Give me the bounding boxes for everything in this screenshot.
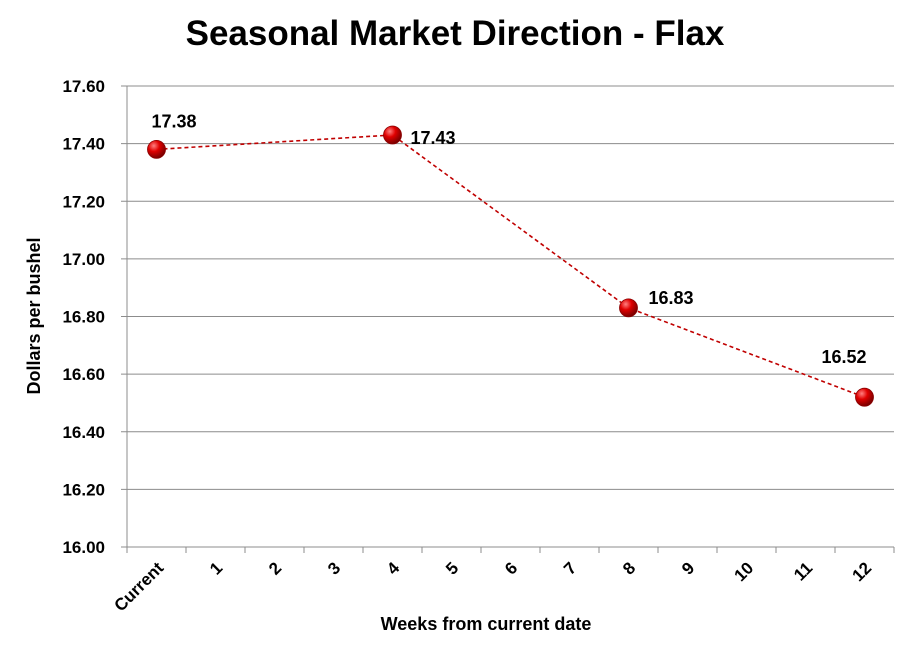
data-label: 16.52 xyxy=(822,347,867,367)
x-tick-label: 1 xyxy=(206,558,226,578)
markers xyxy=(147,125,874,407)
x-tick-label: 12 xyxy=(849,558,876,585)
y-tick-label: 16.60 xyxy=(62,365,105,384)
y-tick-label: 17.00 xyxy=(62,250,105,269)
y-tick-label: 17.60 xyxy=(62,77,105,96)
x-tick-labels: Current 1 2 3 4 5 6 7 8 9 10 11 12 xyxy=(110,558,875,615)
data-point-marker xyxy=(619,298,638,318)
y-tick-label: 17.20 xyxy=(62,192,105,211)
data-point-marker xyxy=(383,125,402,145)
series-line-layer xyxy=(156,134,865,398)
x-tick-label: 8 xyxy=(619,558,639,578)
y-tick-label: 16.20 xyxy=(62,480,105,499)
data-label: 17.38 xyxy=(152,111,197,131)
x-tick-label: 6 xyxy=(501,558,521,578)
x-tick-label: 10 xyxy=(731,558,758,585)
x-tick-label: 9 xyxy=(678,558,698,578)
x-tick-label: Current xyxy=(110,558,167,615)
chart-title: Seasonal Market Direction - Flax xyxy=(185,14,725,53)
axes xyxy=(121,85,895,553)
x-axis-label: Weeks from current date xyxy=(381,614,592,634)
x-tick-label: 5 xyxy=(442,558,462,578)
x-tick-label: 2 xyxy=(265,558,285,578)
gridlines xyxy=(127,85,894,490)
y-tick-label: 16.40 xyxy=(62,423,105,442)
data-label: 17.43 xyxy=(411,128,456,148)
data-point-marker xyxy=(147,139,166,159)
y-tick-label: 16.80 xyxy=(62,308,105,327)
data-labels: 17.38 17.43 16.83 16.52 xyxy=(152,111,867,367)
x-tick-label: 7 xyxy=(560,558,580,578)
data-label: 16.83 xyxy=(649,288,694,308)
y-axis-label: Dollars per bushel xyxy=(24,237,44,394)
x-tick-label: 4 xyxy=(383,558,404,579)
y-tick-labels: 16.00 16.20 16.40 16.60 16.80 17.00 17.20 17.40… xyxy=(62,77,105,557)
x-tick-label: 3 xyxy=(324,558,344,578)
data-point-marker xyxy=(855,387,874,407)
y-tick-label: 16.00 xyxy=(62,538,105,557)
y-tick-label: 17.40 xyxy=(62,135,105,154)
series-line xyxy=(156,134,865,398)
x-tick-label: 11 xyxy=(790,558,816,584)
